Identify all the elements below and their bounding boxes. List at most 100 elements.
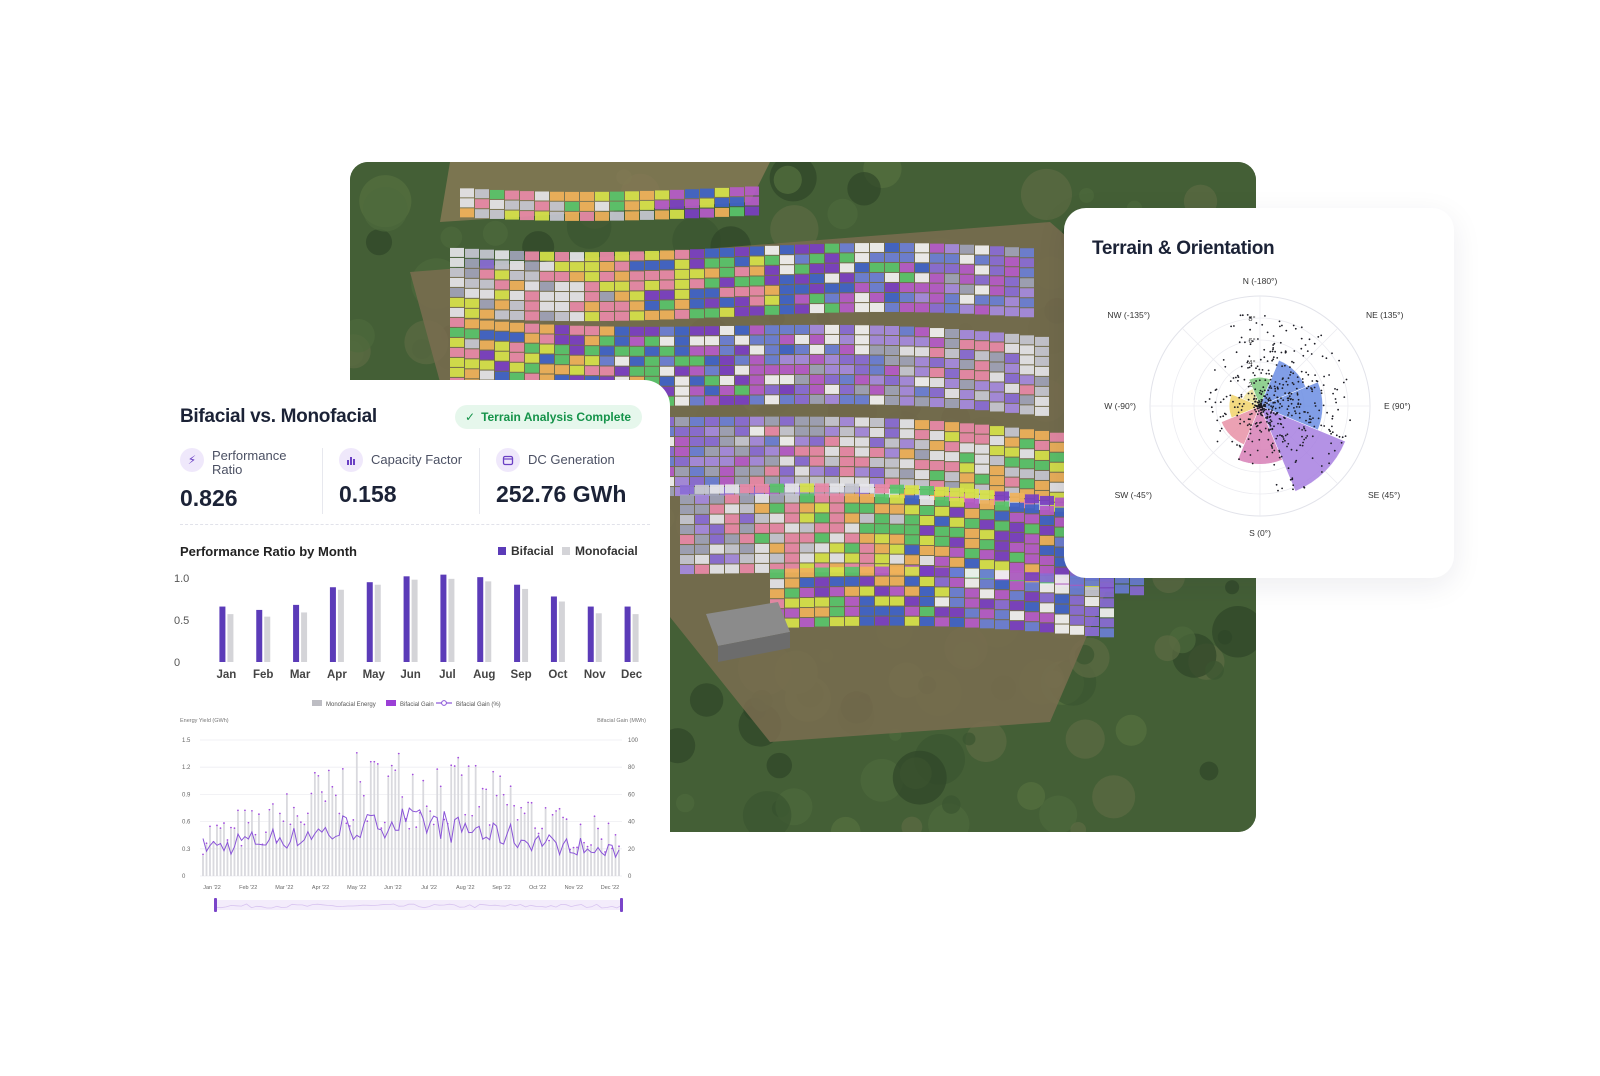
solar-panel-block	[960, 380, 974, 390]
solar-panel-block	[570, 252, 584, 262]
solar-panel-block	[1070, 605, 1084, 615]
solar-panel-block	[930, 461, 944, 471]
solar-panel-block	[660, 346, 674, 356]
solar-panel-block	[1020, 459, 1034, 469]
solar-panel-block	[945, 452, 959, 462]
solar-panel-block	[845, 523, 859, 533]
solar-panel-block	[945, 348, 959, 358]
solar-panel-block	[630, 356, 644, 366]
x-tick-label: Apr	[327, 669, 347, 681]
y-tick-label-right: 0	[628, 874, 632, 880]
solar-panel-block	[615, 281, 629, 291]
solar-panel-block	[975, 285, 989, 295]
orientation-point	[1208, 398, 1211, 400]
y-tick-label-left: 0.3	[182, 847, 191, 853]
gain-marker	[478, 805, 481, 808]
solar-panel-block	[950, 517, 964, 527]
gain-marker	[272, 803, 274, 805]
gain-marker	[541, 827, 543, 830]
solar-panel-block	[915, 273, 929, 283]
solar-panel-block	[935, 607, 949, 617]
orientation-point	[1223, 412, 1226, 415]
solar-panel-block	[540, 281, 554, 291]
solar-panel-block	[945, 244, 959, 254]
solar-panel-block	[660, 336, 674, 346]
solar-panel-block	[510, 310, 524, 320]
solar-panel-block	[950, 557, 964, 567]
solar-panel-block	[935, 526, 949, 536]
solar-panel-block	[750, 286, 764, 296]
bar-monofacial	[448, 578, 455, 662]
orientation-point	[1256, 449, 1259, 452]
solar-panel-block	[450, 297, 464, 307]
solar-panel-block	[1010, 532, 1024, 542]
gain-marker	[523, 812, 526, 815]
solar-panel-block	[555, 335, 569, 345]
solar-panel-block	[885, 356, 899, 366]
solar-panel-block	[1035, 500, 1049, 510]
orientation-point	[1249, 413, 1251, 416]
solar-panel-block	[750, 246, 764, 256]
solar-panel-block	[510, 352, 524, 362]
gain-marker	[348, 825, 351, 827]
solar-panel-block	[615, 291, 629, 301]
gain-marker	[548, 839, 550, 842]
solar-panel-block	[960, 244, 974, 254]
solar-panel-block	[480, 320, 494, 330]
gain-marker	[237, 809, 239, 812]
solar-panel-block	[675, 326, 689, 336]
solar-panel-block	[780, 305, 794, 315]
orientation-point	[1302, 381, 1304, 384]
metric-label: Performance Ratio	[212, 448, 287, 477]
orientation-point	[1240, 365, 1243, 368]
solar-panel-block	[995, 561, 1009, 571]
orientation-point	[1274, 381, 1277, 383]
solar-panel-block	[815, 597, 829, 607]
solar-panel-block	[660, 376, 674, 386]
solar-panel-block	[905, 616, 919, 626]
gain-marker	[509, 785, 512, 788]
solar-panel-block	[690, 326, 704, 336]
solar-panel-block	[960, 463, 974, 473]
solar-panel-block	[1050, 482, 1064, 492]
orientation-point	[1271, 350, 1274, 353]
orientation-point	[1297, 398, 1300, 401]
solar-panel-block	[460, 208, 474, 218]
solar-panel-block	[450, 267, 464, 277]
solar-panel-block	[1020, 345, 1034, 355]
orientation-point	[1272, 344, 1274, 346]
orientation-point	[1291, 478, 1294, 481]
orientation-point	[1273, 425, 1275, 428]
solar-panel-block	[495, 371, 509, 381]
orientation-point	[1257, 410, 1260, 412]
solar-panel-block	[980, 569, 994, 579]
solar-panel-block	[675, 346, 689, 356]
orientation-point	[1321, 471, 1323, 473]
orientation-point	[1304, 344, 1307, 346]
orientation-point	[1262, 410, 1265, 413]
solar-panel-block	[780, 426, 794, 436]
solar-panel-block	[855, 253, 869, 263]
solar-panel-block	[975, 401, 989, 411]
orientation-point	[1302, 354, 1305, 357]
orientation-point	[1251, 340, 1254, 343]
gain-marker	[317, 774, 320, 777]
solar-panel-block	[900, 366, 914, 376]
solar-panel-block	[870, 477, 884, 487]
solar-panel-block	[1005, 393, 1019, 403]
solar-panel-block	[840, 375, 854, 385]
solar-panel-block	[855, 355, 869, 365]
solar-panel-block	[1020, 489, 1034, 499]
solar-panel-block	[710, 484, 724, 494]
solar-panel-block	[720, 456, 734, 466]
solar-panel-block	[705, 356, 719, 366]
solar-panel-block	[720, 385, 734, 395]
solar-panel-block	[600, 281, 614, 291]
orientation-point	[1291, 360, 1293, 363]
solar-panel-block	[675, 259, 689, 269]
solar-panel-block	[570, 355, 584, 365]
solar-panel-block	[975, 351, 989, 361]
tree-canopy	[892, 750, 947, 805]
orientation-point	[1225, 395, 1228, 398]
solar-panel-block	[525, 281, 539, 291]
